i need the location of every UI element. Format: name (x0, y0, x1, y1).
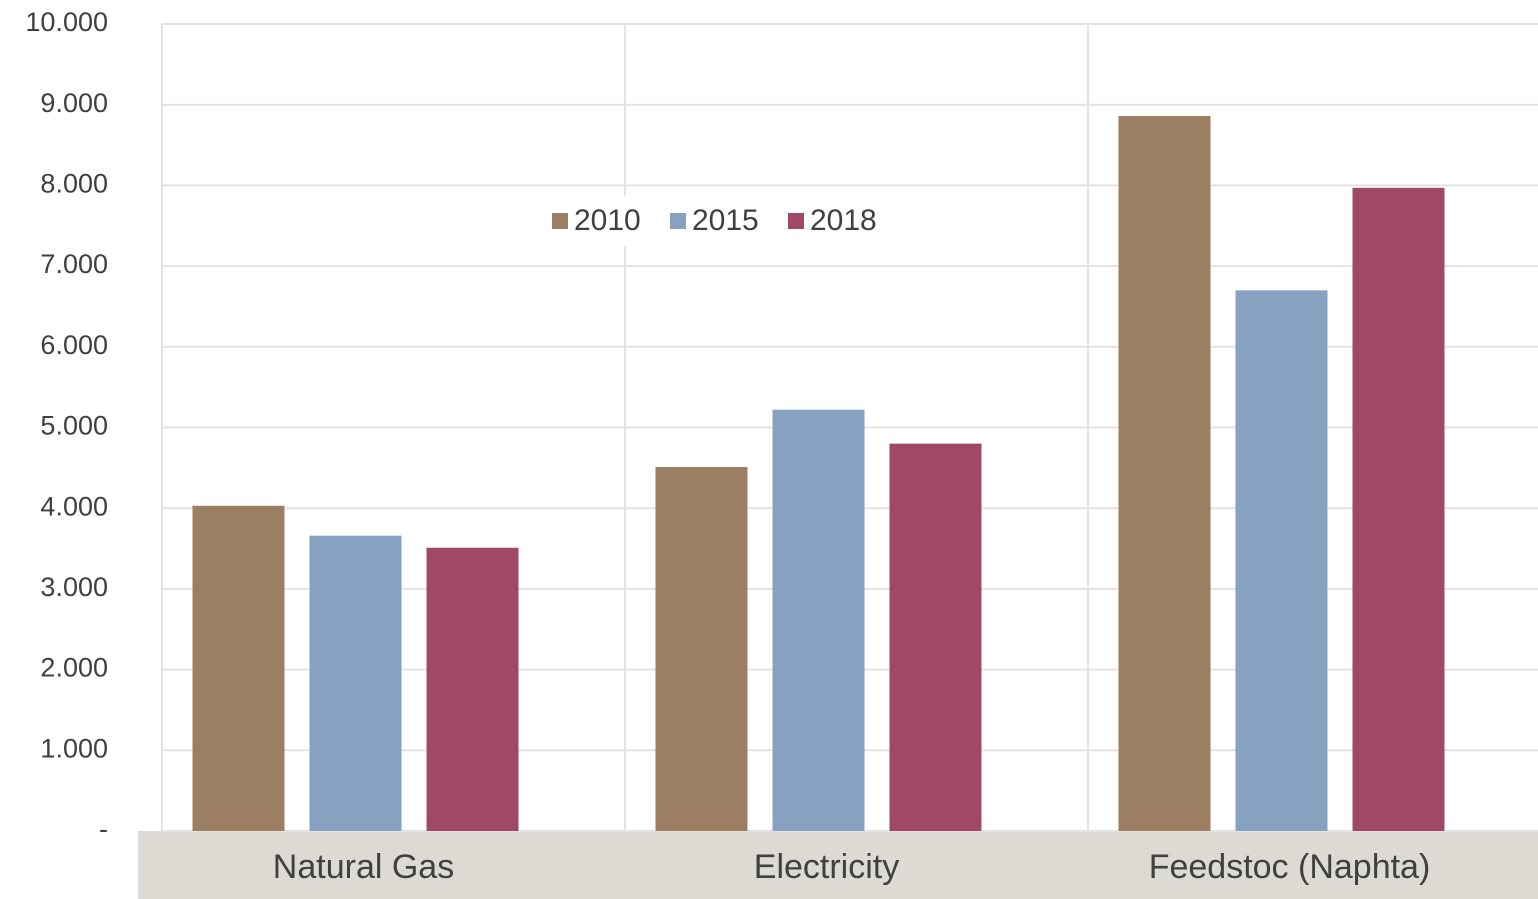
bar (772, 409, 865, 831)
legend-label: 2018 (810, 204, 877, 237)
legend-swatch (552, 213, 568, 229)
y-tick-label: 8.000 (40, 169, 108, 199)
x-tick-label: Electricity (754, 848, 899, 886)
bar (1352, 187, 1445, 832)
bar (1118, 115, 1211, 832)
legend-swatch (670, 213, 686, 229)
x-tick-label: Feedstoc (Naphta) (1149, 848, 1431, 886)
bar (1235, 290, 1328, 831)
y-tick-label: 10.000 (25, 7, 108, 37)
y-tick-label: - (99, 814, 108, 844)
bar (426, 547, 519, 831)
bar (192, 505, 285, 831)
y-tick-label: 4.000 (40, 491, 108, 521)
y-tick-label: 6.000 (40, 330, 108, 360)
bar (309, 535, 402, 831)
legend-label: 2010 (574, 204, 641, 237)
legend-background (540, 196, 896, 246)
y-tick-label: 9.000 (40, 88, 108, 118)
legend-swatch (788, 213, 804, 229)
category-band (138, 831, 1538, 899)
bar (889, 443, 982, 831)
y-tick-label: 3.000 (40, 572, 108, 602)
x-tick-label: Natural Gas (273, 848, 454, 886)
bar (655, 467, 748, 831)
y-tick-label: 2.000 (40, 653, 108, 683)
y-tick-label: 7.000 (40, 249, 108, 279)
y-tick-label: 5.000 (40, 411, 108, 441)
legend-label: 2015 (692, 204, 759, 237)
y-tick-label: 1.000 (40, 733, 108, 763)
